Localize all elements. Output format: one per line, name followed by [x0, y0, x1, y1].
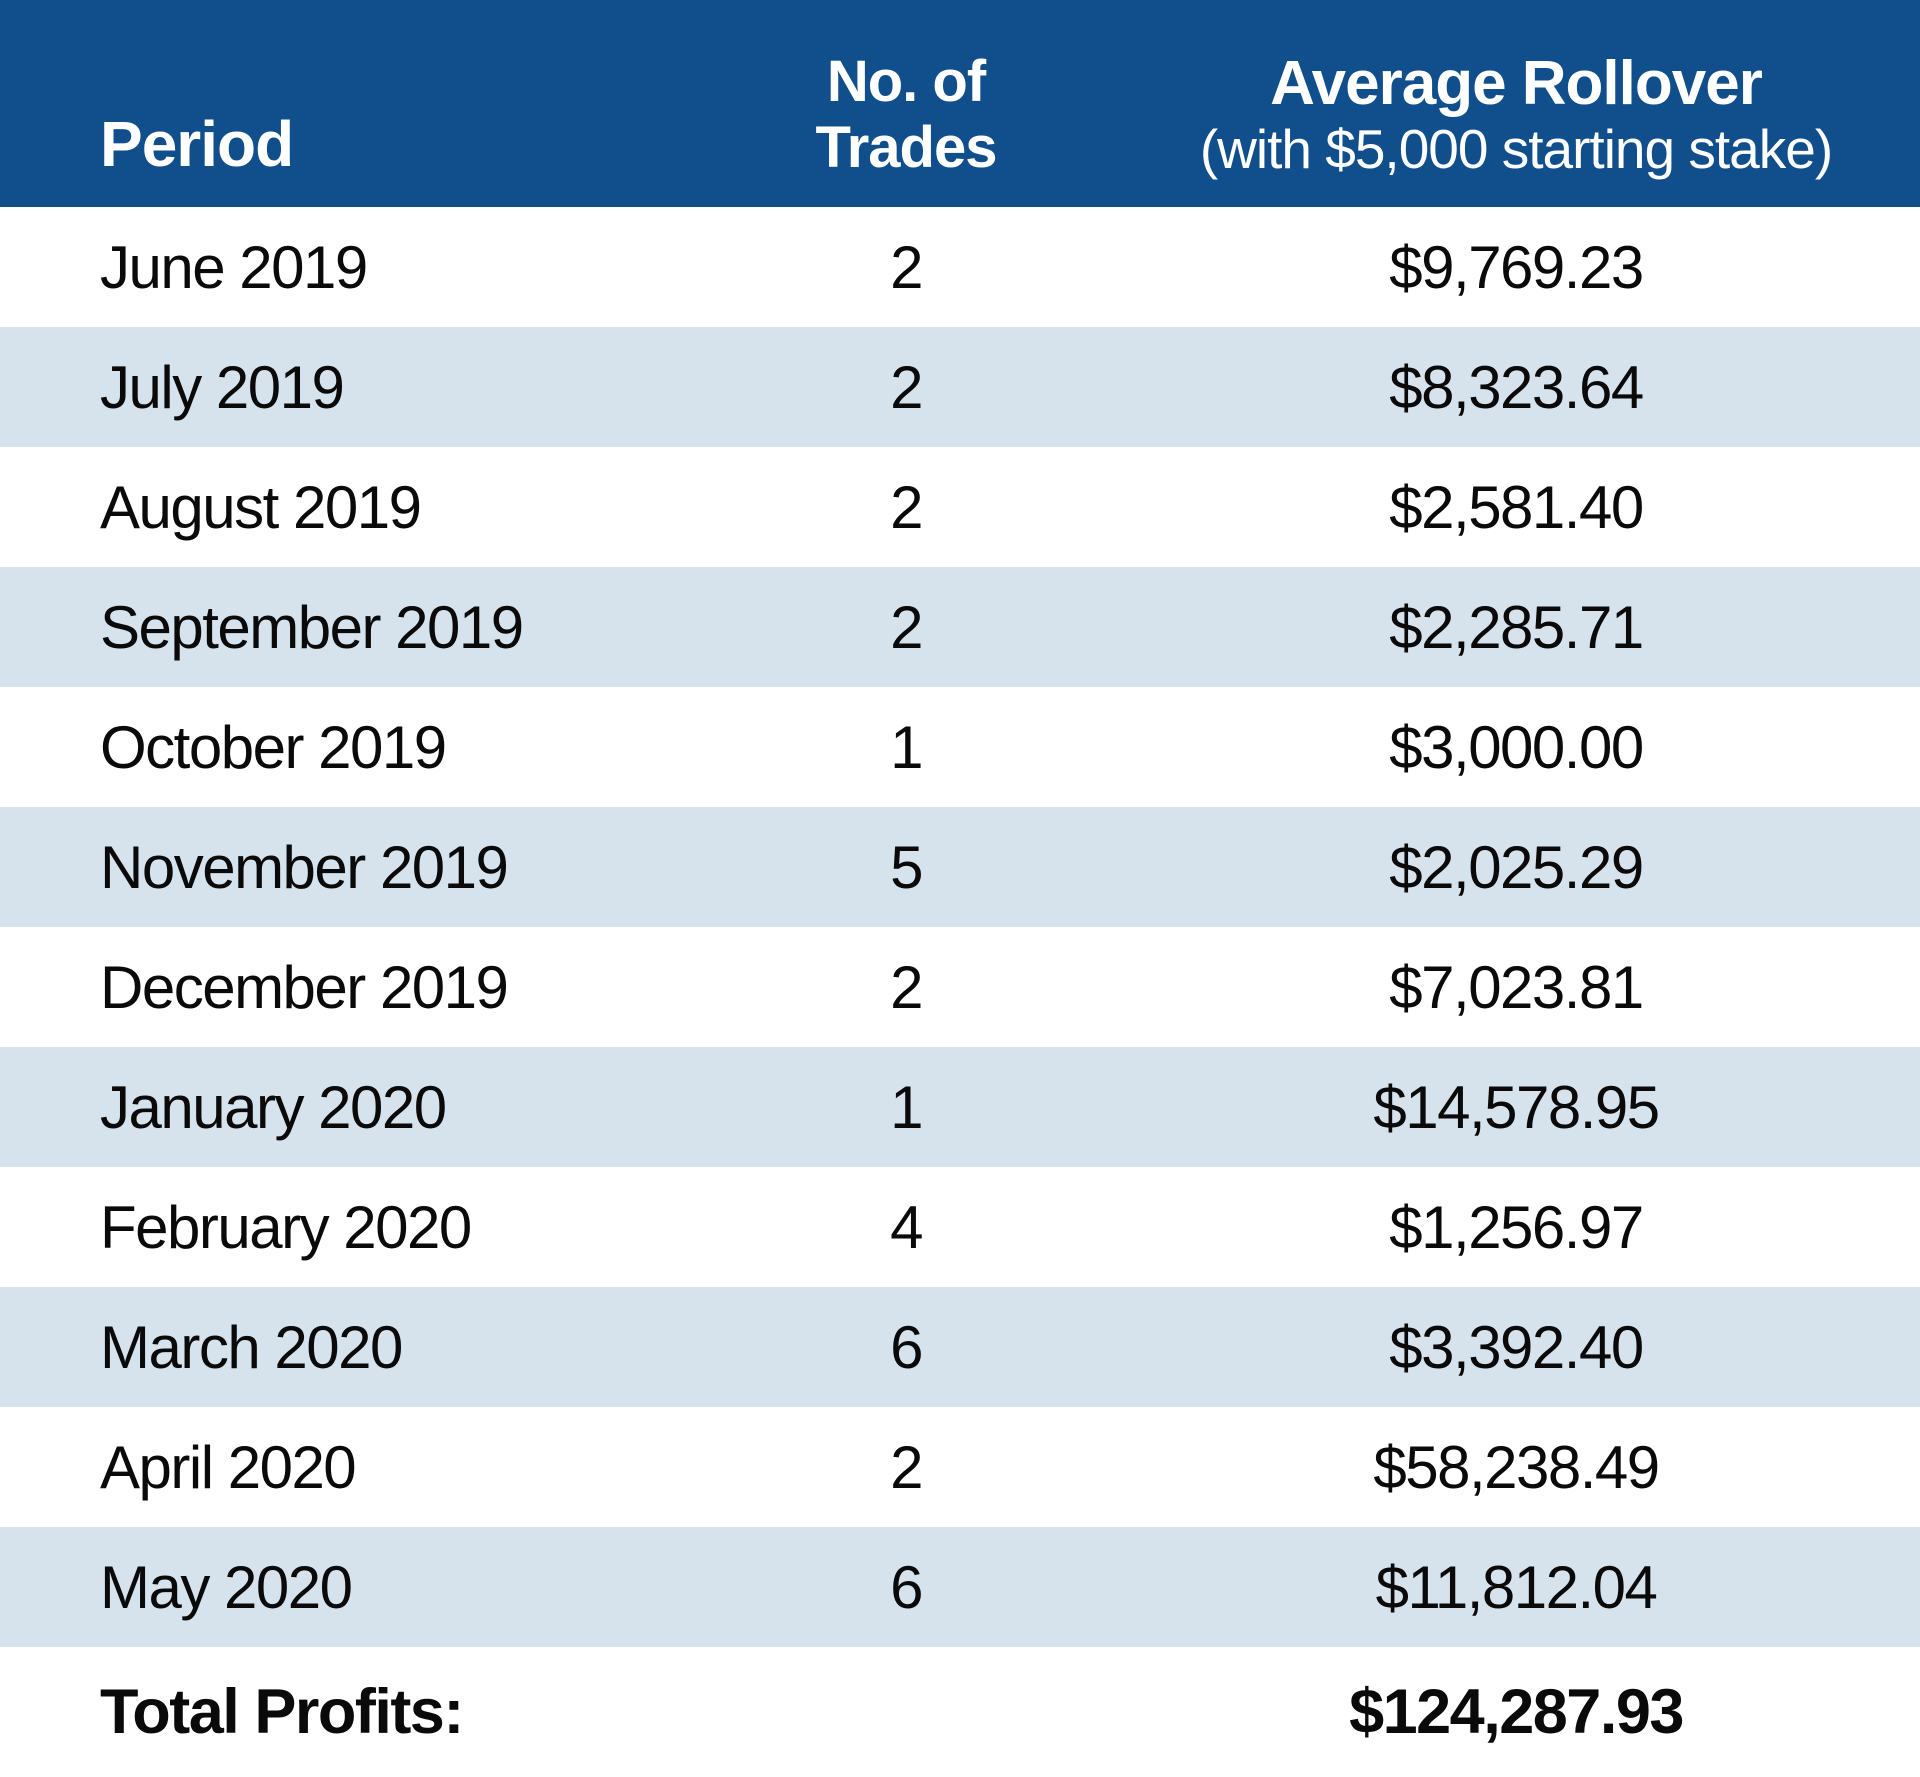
period-cell: July 2019: [100, 353, 345, 421]
trades-cell: 2: [890, 1433, 923, 1501]
table-row: October 2019 1 $3,000.00: [0, 687, 1920, 807]
period-cell: September 2019: [100, 593, 524, 661]
table-row: November 2019 5 $2,025.29: [0, 807, 1920, 927]
period-cell: March 2020: [100, 1313, 403, 1381]
table-row: April 2020 2 $58,238.49: [0, 1407, 1920, 1527]
table-row: June 2019 2 $9,769.23: [0, 207, 1920, 327]
table-row: February 2020 4 $1,256.97: [0, 1167, 1920, 1287]
table-row: May 2020 6 $11,812.04: [0, 1527, 1920, 1647]
total-profits-label: Total Profits:: [100, 1677, 464, 1747]
period-cell: August 2019: [100, 473, 422, 541]
trades-cell: 5: [890, 833, 923, 901]
rollover-cell: $7,023.81: [1389, 953, 1644, 1021]
header-rollover: Average Rollover (with $5,000 starting s…: [1112, 48, 1920, 207]
rollover-cell: $2,581.40: [1389, 473, 1644, 541]
trades-cell: 6: [890, 1313, 923, 1381]
trades-cell: 2: [890, 953, 923, 1021]
period-cell: May 2020: [100, 1553, 353, 1621]
table-row: December 2019 2 $7,023.81: [0, 927, 1920, 1047]
header-trades: No. of Trades: [700, 49, 1112, 207]
period-cell: November 2019: [100, 833, 509, 901]
table-row: January 2020 1 $14,578.95: [0, 1047, 1920, 1167]
rollover-cell: $1,256.97: [1389, 1193, 1644, 1261]
total-profits-value: $124,287.93: [1349, 1677, 1684, 1747]
trades-cell: 1: [890, 1073, 923, 1141]
rollover-cell: $3,392.40: [1389, 1313, 1644, 1381]
rollover-cell: $3,000.00: [1389, 713, 1644, 781]
period-cell: January 2020: [100, 1073, 447, 1141]
rollover-cell: $2,285.71: [1389, 593, 1644, 661]
rollover-cell: $2,025.29: [1389, 833, 1644, 901]
rollover-cell: $11,812.04: [1375, 1553, 1658, 1621]
period-cell: April 2020: [100, 1433, 357, 1501]
trades-cell: 1: [890, 713, 923, 781]
header-trades-line1: No. of: [826, 48, 986, 114]
trades-cell: 6: [890, 1553, 923, 1621]
trades-cell: 2: [890, 473, 923, 541]
table-row: March 2020 6 $3,392.40: [0, 1287, 1920, 1407]
trades-cell: 4: [890, 1193, 923, 1261]
header-trades-line2: Trades: [815, 114, 998, 180]
table-row: July 2019 2 $8,323.64: [0, 327, 1920, 447]
period-cell: December 2019: [100, 953, 509, 1021]
period-cell: February 2020: [100, 1193, 472, 1261]
table-header: Period No. of Trades Average Rollover (w…: [0, 0, 1920, 207]
table-footer: Total Profits: $124,287.93: [0, 1647, 1920, 1777]
period-cell: June 2019: [100, 233, 368, 301]
table-body: June 2019 2 $9,769.23 July 2019 2 $8,323…: [0, 207, 1920, 1647]
rollover-cell: $9,769.23: [1389, 233, 1644, 301]
header-rollover-subtitle: (with $5,000 starting stake): [1199, 117, 1833, 180]
table-row: September 2019 2 $2,285.71: [0, 567, 1920, 687]
rollover-cell: $8,323.64: [1389, 353, 1644, 421]
header-rollover-title: Average Rollover: [1270, 48, 1763, 118]
rollover-cell: $14,578.95: [1373, 1073, 1660, 1141]
period-cell: October 2019: [100, 713, 447, 781]
table-row: August 2019 2 $2,581.40: [0, 447, 1920, 567]
trades-cell: 2: [890, 593, 923, 661]
trades-cell: 2: [890, 233, 923, 301]
rollover-cell: $58,238.49: [1373, 1433, 1660, 1501]
trades-cell: 2: [890, 353, 923, 421]
header-period: Period: [100, 108, 294, 180]
